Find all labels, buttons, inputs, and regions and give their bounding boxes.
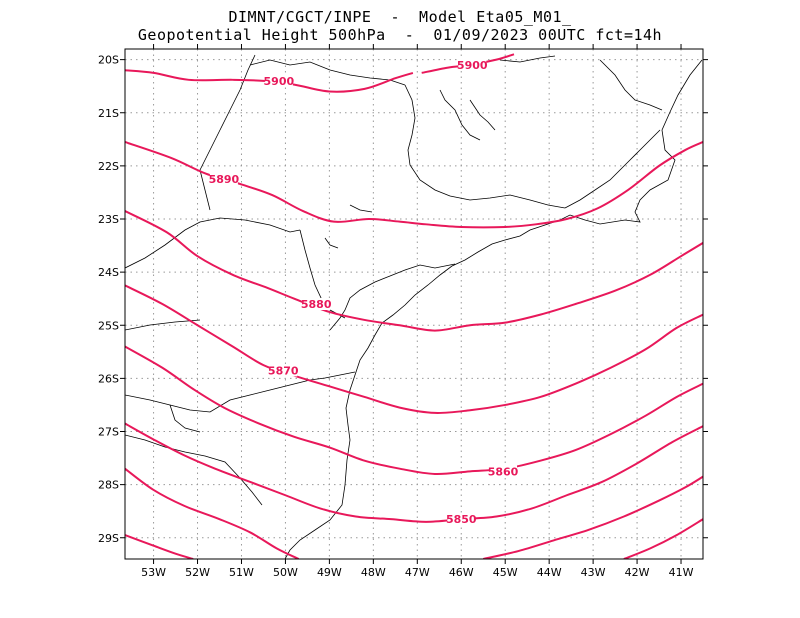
y-tick-label: 21S xyxy=(98,107,119,120)
contour-5870 xyxy=(125,284,703,414)
x-tick-label: 42W xyxy=(625,566,650,579)
y-tick-label: 23S xyxy=(98,213,119,226)
x-tick-label: 43W xyxy=(581,566,606,579)
x-axis-ticks: 53W 52W 51W 50W 49W 48W 47W 46W 45W 44W 43W 42W 41W xyxy=(141,44,694,579)
state-border-12 xyxy=(599,59,663,111)
state-border-6 xyxy=(169,404,201,433)
state-border-8 xyxy=(199,54,256,211)
contour-label-5890: 5890 xyxy=(209,173,240,186)
state-border-3 xyxy=(125,217,301,269)
y-tick-label: 22S xyxy=(98,160,119,173)
x-tick-label: 48W xyxy=(361,566,386,579)
state-border-1 xyxy=(329,263,456,331)
contour-label-bg xyxy=(447,513,476,526)
river-3 xyxy=(349,204,373,213)
chart-title-line-2: Geopotential Height 500hPa - 01/09/2023 … xyxy=(137,26,663,44)
contour-5880 xyxy=(125,210,703,332)
gridlines xyxy=(125,49,703,559)
contour-label-5880: 5880 xyxy=(301,298,332,311)
x-tick-label: 47W xyxy=(405,566,430,579)
coastline-borders xyxy=(125,54,703,559)
y-tick-label: 24S xyxy=(98,266,119,279)
y-tick-label: 28S xyxy=(98,479,119,492)
x-tick-label: 52W xyxy=(185,566,210,579)
x-tick-label: 49W xyxy=(317,566,342,579)
x-tick-label: 53W xyxy=(141,566,166,579)
state-border-11 xyxy=(564,129,661,209)
contour-label-5850: 5850 xyxy=(446,513,477,526)
x-tick-label: 46W xyxy=(449,566,474,579)
state-border-9 xyxy=(249,59,406,86)
contour-labels: 5900 5900 5890 5880 5870 5860 5850 xyxy=(209,58,519,526)
x-tick-label: 50W xyxy=(273,566,298,579)
x-tick-label: 45W xyxy=(493,566,518,579)
y-tick-label: 26S xyxy=(98,372,119,385)
contour-label-5900a: 5900 xyxy=(457,59,488,72)
contour-label-5870: 5870 xyxy=(268,364,299,377)
contour-label-bg xyxy=(209,173,238,186)
contour-label-bg xyxy=(489,465,518,478)
x-tick-label: 44W xyxy=(537,566,562,579)
contour-label-bg xyxy=(458,58,487,71)
x-tick-label: 51W xyxy=(229,566,254,579)
plot-frame xyxy=(124,48,704,560)
contour-5850 xyxy=(125,422,703,523)
y-tick-label: 27S xyxy=(98,426,119,439)
y-tick-label: 25S xyxy=(98,319,119,332)
state-border-5 xyxy=(125,434,263,506)
contour-5890 xyxy=(125,141,703,229)
state-border-10 xyxy=(404,84,566,209)
contour-5830e xyxy=(623,518,703,559)
y-tick-label: 20S xyxy=(98,54,119,67)
contour-5860 xyxy=(125,345,703,476)
y-tick-label: 29S xyxy=(98,532,119,545)
contour-label-5900b: 5900 xyxy=(264,75,295,88)
coastline xyxy=(284,59,703,559)
contour-5830 xyxy=(125,534,194,559)
contour-5840 xyxy=(125,467,300,559)
river-4 xyxy=(324,237,339,249)
contour-5840e xyxy=(483,475,703,559)
state-border-13 xyxy=(499,55,556,63)
river-2 xyxy=(469,99,496,131)
contour-lines xyxy=(125,53,703,559)
x-tick-label: 41W xyxy=(669,566,694,579)
contour-label-bg xyxy=(269,364,298,377)
chart-title-line-1: DIMNT/CGCT/INPE - Model Eta05_M01_ xyxy=(228,8,572,26)
y-axis-ticks: 20S 21S 22S 23S 24S 25S 26S 27S 28S 29S xyxy=(98,54,708,545)
contour-label-bg xyxy=(264,74,293,87)
contour-label-bg xyxy=(302,298,331,310)
river-1 xyxy=(439,89,481,141)
state-border-7 xyxy=(125,319,201,331)
contour-label-5860: 5860 xyxy=(488,465,519,478)
